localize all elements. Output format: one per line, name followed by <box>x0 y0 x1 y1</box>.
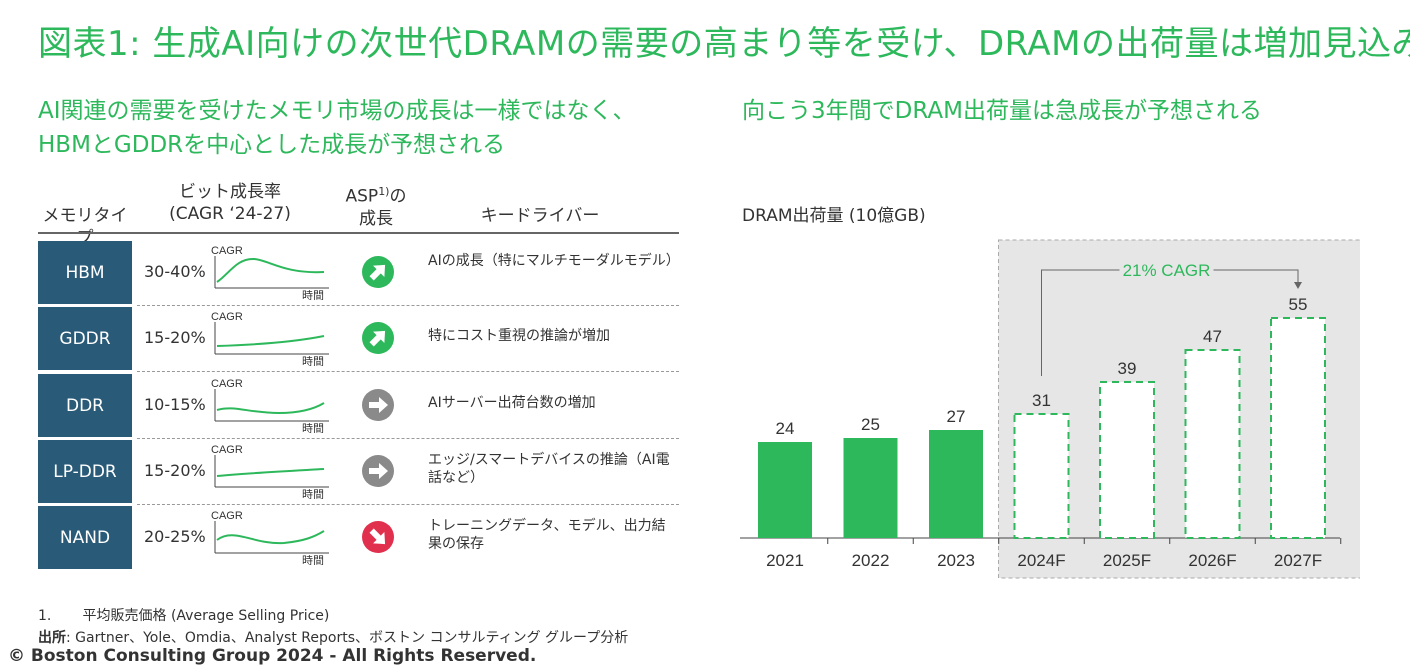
bit-growth-value: 30-40% <box>144 262 206 281</box>
bit-growth-value: 15-20% <box>144 461 206 480</box>
cagr-sparkline: CAGR 時間 <box>211 245 329 300</box>
header-bit-growth: ビット成長率 (CAGR ‘24-27) <box>150 181 310 225</box>
data-label: 31 <box>1032 391 1051 410</box>
cagr-sparkline: CAGR 時間 <box>211 378 329 433</box>
footnote: 1. 平均販売価格 (Average Selling Price) <box>38 605 329 625</box>
sparkline-y-label: CAGR <box>211 311 243 323</box>
data-label: 25 <box>861 415 880 434</box>
bar-2025F <box>1099 381 1155 539</box>
bit-growth-value: 10-15% <box>144 395 206 414</box>
data-label: 27 <box>947 407 966 426</box>
memory-type-label: GDDR <box>38 307 132 370</box>
header-asp-sup: 1) <box>378 185 390 198</box>
arrow-up-right-icon <box>362 322 394 354</box>
sparkline-curve <box>216 402 325 415</box>
key-driver-text: 特にコスト重視の推論が増加 <box>428 328 610 344</box>
table-row: HBM 30-40% CAGR 時間 AIの成長（特にマルチモーダルモデル） <box>38 241 680 304</box>
chart-title: DRAM出荷量 (10億GB) <box>742 206 926 226</box>
sparkline-x-label: 時間 <box>302 355 324 366</box>
bar-2024F <box>1013 413 1070 539</box>
cagr-bracket-left <box>1041 269 1120 376</box>
bar-2027F <box>1270 317 1326 539</box>
cagr-sparkline: CAGR 時間 <box>211 444 329 499</box>
left-heading: AI関連の需要を受けたメモリ市場の成長は一様ではなく、HBMとGDDRを中心とし… <box>38 98 636 158</box>
x-tick-label: 2024F <box>1017 551 1065 570</box>
copyright: © Boston Consulting Group 2024 - All Rig… <box>8 646 537 666</box>
data-label: 47 <box>1203 327 1222 346</box>
sparkline-x-label: 時間 <box>302 289 324 300</box>
source-note: 出所: Gartner、Yole、Omdia、Analyst Reports、ボ… <box>38 627 628 647</box>
sparkline-y-label: CAGR <box>211 444 243 456</box>
x-tick-label: 2021 <box>766 551 804 570</box>
sparkline-curve <box>216 468 325 477</box>
sparkline-curve <box>216 530 325 545</box>
bar-2023 <box>929 430 983 538</box>
table-row: GDDR 15-20% CAGR 時間 特にコスト重視の推論が増加 <box>38 307 679 370</box>
row-divider <box>137 438 679 439</box>
header-asp: ASP1)の 成長 <box>326 181 426 230</box>
row-divider <box>137 504 679 505</box>
bar-2022 <box>843 438 898 538</box>
cagr-sparkline: CAGR 時間 <box>211 510 329 565</box>
table-row: DDR 10-15% CAGR 時間 AIサーバー出荷台数の増加 <box>38 374 679 437</box>
header-bit-growth-line2: (CAGR ‘24-27) <box>169 204 291 224</box>
cagr-bracket-right <box>1213 269 1299 284</box>
arrow-right-icon <box>362 389 394 421</box>
sparkline-curve <box>216 335 325 347</box>
page-title: 図表1: 生成AI向けの次世代DRAMの需要の高まり等を受け、DRAMの出荷量は… <box>38 24 1410 64</box>
memory-type-label: NAND <box>38 506 132 569</box>
row-divider <box>137 305 679 306</box>
cagr-sparkline: CAGR 時間 <box>211 311 329 366</box>
x-tick-label: 2026F <box>1188 551 1236 570</box>
header-driver: キードライバー <box>480 206 600 226</box>
sparkline-y-label: CAGR <box>211 378 243 390</box>
x-tick-label: 2025F <box>1103 551 1151 570</box>
header-asp-line2: 成長 <box>359 208 393 229</box>
sparkline-curve <box>216 257 325 283</box>
table-row: NAND 20-25% CAGR 時間 トレーニングデータ、モデル、出力結果の保存 <box>38 506 679 569</box>
sparkline-x-label: 時間 <box>302 488 324 499</box>
table-row: LP-DDR 15-20% CAGR 時間 エッジ/スマートデバイスの推論（AI電話など… <box>38 440 679 503</box>
dram-shipment-chart: 24 2021 25 2022 27 2023 31 2024F 39 2025F 47 2026F 5… <box>740 239 1360 579</box>
sparkline-y-label: CAGR <box>211 510 243 522</box>
row-divider <box>137 371 679 372</box>
cagr-arrowhead <box>1294 282 1302 289</box>
memory-type-label: DDR <box>38 374 132 437</box>
right-heading: 向こう3年間でDRAM出荷量は急成長が予想される <box>742 98 1262 124</box>
key-driver-text: AIサーバー出荷台数の増加 <box>428 395 596 411</box>
key-driver-text: トレーニングデータ、モデル、出力結果の保存 <box>428 518 666 552</box>
data-label: 55 <box>1289 295 1308 314</box>
key-driver-text: エッジ/スマートデバイスの推論（AI電話など） <box>428 452 670 486</box>
header-asp-line1: ASP <box>345 186 379 207</box>
header-asp-suffix: の <box>389 186 407 207</box>
arrow-down-right-icon <box>362 521 394 553</box>
bar-2021 <box>758 442 812 538</box>
data-label: 24 <box>776 419 795 438</box>
bar-2026F <box>1184 349 1241 539</box>
header-divider <box>38 232 679 234</box>
x-tick-label: 2027F <box>1274 551 1322 570</box>
arrow-right-icon <box>362 455 394 487</box>
memory-type-label: LP-DDR <box>38 440 132 503</box>
footnote-number: 1. <box>38 608 52 624</box>
source-text: : Gartner、Yole、Omdia、Analyst Reports、ボスト… <box>66 630 629 646</box>
key-driver-text: AIの成長（特にマルチモーダルモデル） <box>428 253 680 269</box>
sparkline-x-label: 時間 <box>302 554 324 565</box>
bit-growth-value: 15-20% <box>144 328 206 347</box>
x-tick-label: 2022 <box>852 551 890 570</box>
memory-type-label: HBM <box>38 241 132 304</box>
footnote-text: 平均販売価格 (Average Selling Price) <box>82 608 330 624</box>
header-bit-growth-line1: ビット成長率 <box>179 182 281 202</box>
cagr-annotation: 21% CAGR <box>1123 261 1211 280</box>
source-label: 出所 <box>38 630 66 646</box>
bit-growth-value: 20-25% <box>144 527 206 546</box>
x-tick-label: 2023 <box>937 551 975 570</box>
sparkline-y-label: CAGR <box>211 245 243 257</box>
arrow-up-right-icon <box>362 256 394 288</box>
data-label: 39 <box>1118 359 1137 378</box>
sparkline-x-label: 時間 <box>302 422 324 433</box>
